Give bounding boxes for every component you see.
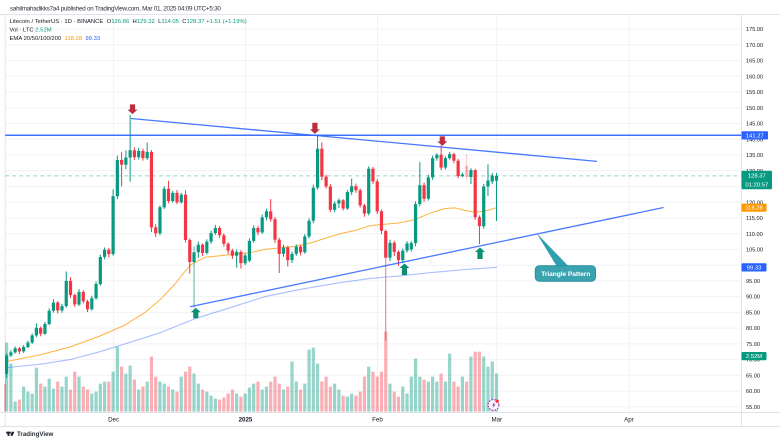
svg-text:128.37: 128.37 — [748, 173, 766, 179]
svg-text:99.33: 99.33 — [747, 265, 762, 271]
svg-text:85.00: 85.00 — [746, 311, 760, 317]
svg-text:145.00: 145.00 — [746, 122, 763, 128]
svg-text:Dec: Dec — [108, 417, 119, 424]
svg-text:70.00: 70.00 — [746, 358, 760, 364]
svg-text:Apr: Apr — [624, 417, 634, 424]
svg-text:Triangle Pattern: Triangle Pattern — [541, 271, 590, 278]
svg-text:75.00: 75.00 — [746, 342, 760, 348]
svg-text:135.00: 135.00 — [746, 153, 763, 159]
svg-text:140.00: 140.00 — [746, 137, 763, 143]
svg-text:90.00: 90.00 — [746, 295, 760, 301]
svg-text:160.00: 160.00 — [746, 74, 763, 80]
svg-text:170.00: 170.00 — [746, 43, 763, 49]
svg-text:105.00: 105.00 — [746, 248, 763, 254]
svg-text:EMA 20/50/100/200 118.28 99.: EMA 20/50/100/200 118.28 99.33 — [10, 36, 101, 42]
svg-text:118.28: 118.28 — [745, 206, 763, 212]
svg-text:55.00: 55.00 — [746, 405, 760, 411]
svg-text:141.27: 141.27 — [746, 133, 764, 139]
svg-text:TradingView: TradingView — [17, 431, 54, 438]
svg-text:165.00: 165.00 — [746, 59, 763, 65]
svg-text:115.00: 115.00 — [746, 216, 763, 222]
svg-text:Litecoin / TetherUS · 1D · BIN: Litecoin / TetherUS · 1D · BINANCE O126.… — [10, 19, 247, 25]
svg-text:120.00: 120.00 — [746, 200, 763, 206]
svg-text:sahilmahadikks7a4 published on: sahilmahadikks7a4 published on TradingVi… — [10, 5, 221, 12]
svg-text:Vol · LTC 2.52M: Vol · LTC 2.52M — [10, 28, 52, 34]
svg-text:2.52M: 2.52M — [746, 354, 762, 360]
svg-text:01:20:57: 01:20:57 — [745, 183, 768, 189]
svg-text:Feb: Feb — [372, 417, 383, 424]
svg-text:65.00: 65.00 — [746, 373, 760, 379]
svg-text:150.00: 150.00 — [746, 106, 763, 112]
svg-text:2025: 2025 — [239, 417, 253, 424]
svg-text:95.00: 95.00 — [746, 279, 760, 285]
svg-text:60.00: 60.00 — [746, 389, 760, 395]
svg-text:110.00: 110.00 — [746, 232, 763, 238]
svg-text:80.00: 80.00 — [746, 326, 760, 332]
svg-text:Mar: Mar — [491, 417, 502, 424]
svg-text:175.00: 175.00 — [746, 27, 763, 33]
svg-text:155.00: 155.00 — [746, 90, 763, 96]
